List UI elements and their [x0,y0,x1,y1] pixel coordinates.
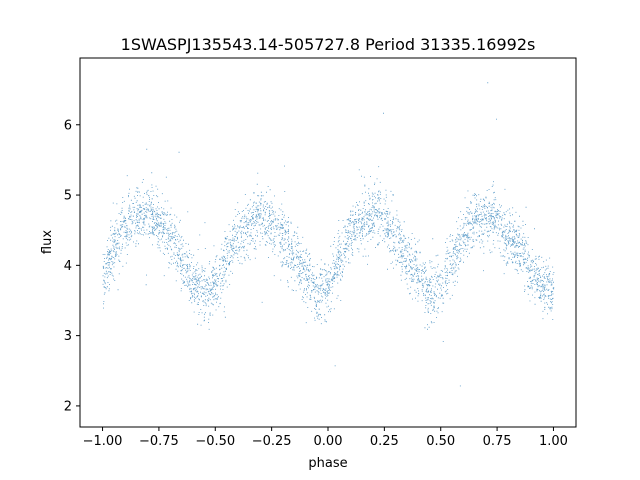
x-tick-label: 0.00 [314,434,343,449]
x-tick-label: −0.50 [195,434,235,449]
x-tick-label: 0.75 [483,434,512,449]
x-tick-label: 1.00 [539,434,568,449]
x-axis: −1.00 −0.75 −0.50 −0.25 0.00 0.25 0.50 0.75 1.00 [83,427,568,449]
y-tick-label: 2 [64,399,72,414]
chart-title: 1SWASPJ135543.14-505727.8 Period 31335.1… [121,35,536,54]
x-tick-label: −1.00 [83,434,123,449]
scatter-points [102,82,555,387]
x-tick-label: 0.25 [370,434,399,449]
y-tick-label: 5 [64,189,72,204]
flux-points [102,82,555,387]
y-tick-label: 4 [64,259,72,274]
y-axis-title: flux [40,230,55,254]
x-tick-label: −0.25 [252,434,292,449]
y-tick-label: 3 [64,329,72,344]
y-tick-label: 6 [64,118,72,133]
x-tick-label: 0.50 [426,434,455,449]
y-axis: 2 3 4 5 6 [64,118,80,414]
x-axis-title: phase [308,456,347,471]
x-tick-label: −0.75 [139,434,179,449]
